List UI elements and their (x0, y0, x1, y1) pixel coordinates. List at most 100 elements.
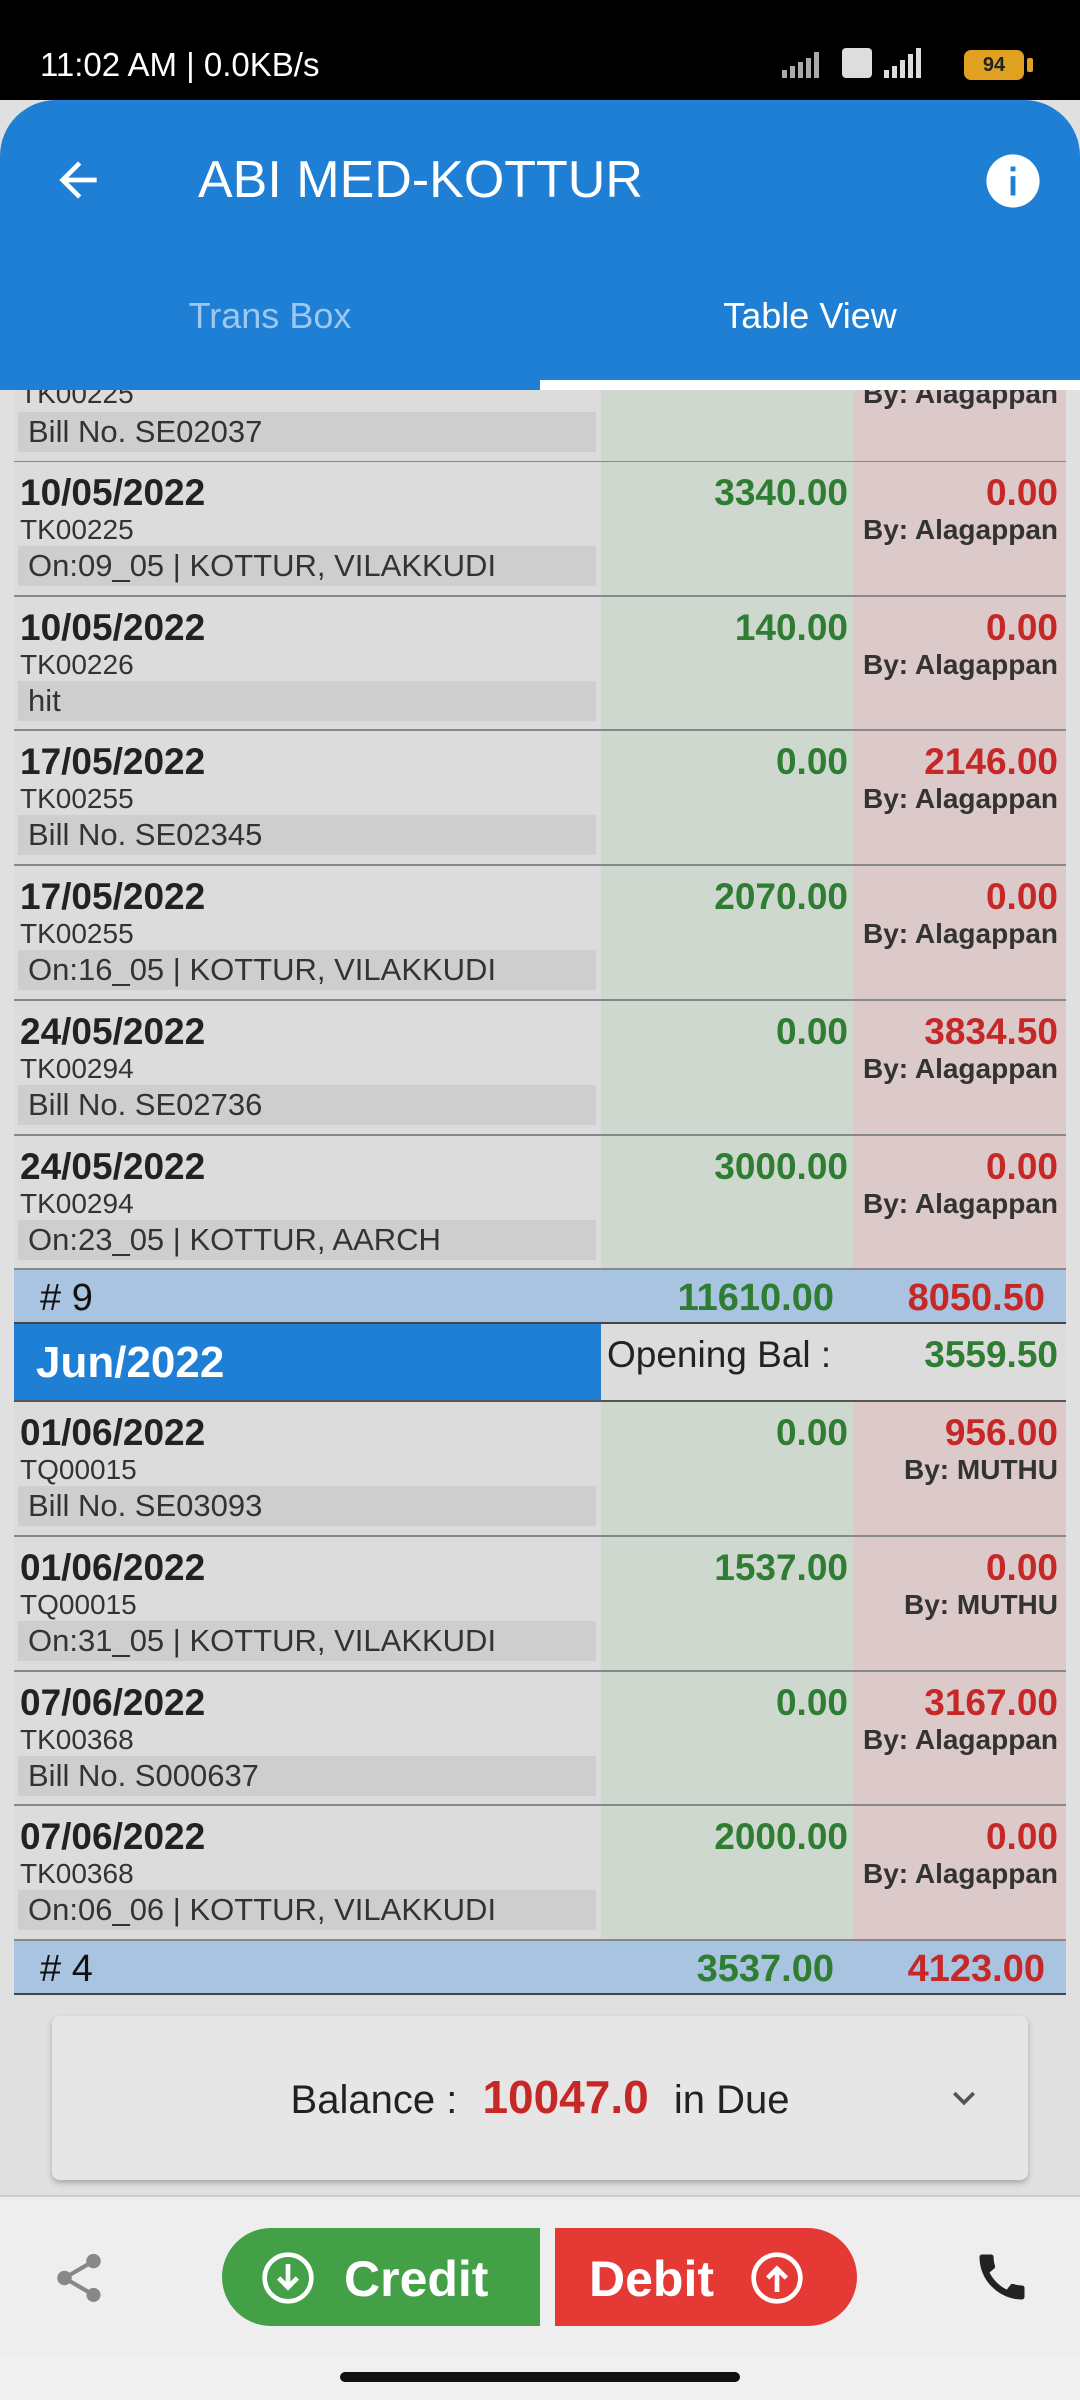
trans-code: TK00225 (20, 390, 134, 409)
call-button[interactable] (972, 2247, 1032, 2307)
credit-amount: 0.00 (775, 1412, 848, 1454)
trans-code: TK00255 (20, 918, 134, 950)
row-divider (14, 729, 1066, 732)
credit-amount: 1537.00 (714, 1546, 848, 1588)
entered-by: By: Alagappan (863, 1052, 1058, 1084)
tab[interactable]: Trans Box (188, 295, 352, 336)
debit-cell-bg (853, 1135, 1066, 1271)
back-button[interactable] (50, 152, 106, 208)
balance-line: Balance : 10047.0 in Due (52, 2070, 1028, 2124)
battery-tip (1027, 58, 1033, 72)
trans-date: 10/05/2022 (20, 472, 206, 513)
note-box: Bill No. S000637 (18, 1755, 596, 1796)
row-divider (14, 1534, 1066, 1537)
trans-date: 01/06/2022 (20, 1412, 206, 1454)
bottom-bar: Credit Debit (0, 2195, 1080, 2355)
credit-cell-bg (601, 390, 853, 462)
note-box: Bill No. SE03093 (18, 1486, 596, 1527)
share-button[interactable] (50, 2249, 108, 2307)
trans-code: TK00368 (20, 1858, 134, 1890)
entered-by: By: Alagappan (863, 1723, 1058, 1755)
note-box: On:23_05 | KOTTUR, AARCH (18, 1219, 596, 1260)
balance-card[interactable]: Balance : 10047.0 in Due (52, 2016, 1028, 2180)
row-divider (14, 998, 1066, 1001)
credit-cell-bg (601, 462, 853, 597)
summary-row (14, 1941, 1066, 1995)
debit-label: Debit (589, 2251, 714, 2307)
row-divider (14, 864, 1066, 867)
credit-cell-bg (601, 1671, 853, 1807)
summary-count: # 4 (40, 1948, 93, 1990)
credit-cell-bg (601, 1135, 853, 1271)
row-divider (14, 1669, 1066, 1672)
trans-code: TK00368 (20, 1723, 134, 1755)
note-box: hit (18, 680, 596, 721)
note-box: Bill No. SE02037 (18, 412, 596, 452)
debit-amount: 0.00 (985, 472, 1058, 513)
tab-indicator (540, 380, 1080, 390)
app-header: ABI MED-KOTTUR Trans Box Table View (0, 100, 1080, 390)
debit-amount: 3167.00 (924, 1681, 1058, 1723)
debit-cell-bg (853, 462, 1066, 597)
debit-cell-bg (853, 866, 1066, 1001)
note-box: Bill No. SE02345 (18, 815, 596, 856)
row-divider (14, 1804, 1066, 1807)
debit-amount: 2146.00 (924, 741, 1058, 783)
summary-debit: 4123.00 (907, 1948, 1045, 1990)
opening-value: 3559.50 (924, 1334, 1058, 1376)
trans-date: 10/05/2022 (20, 606, 206, 648)
tab-active[interactable]: Table View (723, 295, 897, 336)
credit-amount: 0.00 (775, 1010, 848, 1052)
status-time: 11:02 AM | 0.0KB/s (40, 46, 320, 83)
debit-amount: 956.00 (944, 1412, 1058, 1454)
summary-credit: 3537.00 (696, 1948, 834, 1990)
credit-button[interactable]: Credit (222, 2228, 540, 2326)
trans-code: TK00255 (20, 783, 134, 815)
balance-suffix: in Due (673, 2078, 790, 2122)
opening-label: Opening Bal : (607, 1334, 832, 1376)
debit-cell-bg (853, 1671, 1066, 1807)
info-button[interactable] (984, 152, 1042, 210)
home-indicator (340, 2372, 740, 2382)
debit-amount: 3834.50 (924, 1010, 1058, 1052)
credit-cell-bg (601, 1806, 853, 1941)
credit-cell-bg (601, 1402, 853, 1537)
row-divider (14, 1400, 1066, 1403)
trans-code: TK00226 (20, 648, 134, 680)
trans-code: TK00294 (20, 1187, 134, 1219)
debit-cell-bg (853, 596, 1066, 732)
credit-cell-bg (601, 596, 853, 732)
credit-amount: 2000.00 (714, 1816, 848, 1858)
summary-count: # 9 (40, 1277, 93, 1320)
trans-code: TK00294 (20, 1052, 134, 1084)
battery: 94 (964, 50, 1024, 80)
debit-cell-bg (853, 1536, 1066, 1672)
row-divider (14, 1133, 1066, 1136)
credit-amount: 0.00 (775, 741, 848, 783)
debit-amount: 0.00 (985, 1816, 1058, 1858)
row-divider (14, 1268, 1066, 1271)
trans-date: 07/06/2022 (20, 1816, 206, 1858)
note-box: On:31_05 | KOTTUR, VILAKKUDI (18, 1620, 596, 1661)
debit-cell-bg (853, 1402, 1066, 1537)
note-box: Bill No. SE02736 (18, 1084, 596, 1125)
summary-debit: 8050.50 (907, 1277, 1045, 1320)
summary-row (14, 1270, 1066, 1325)
debit-button[interactable]: Debit (555, 2228, 857, 2326)
row-divider (14, 594, 1066, 597)
opening-bg (601, 1324, 1066, 1403)
entered-by: By: Alagappan (863, 390, 1058, 409)
credit-amount: 140.00 (734, 606, 848, 648)
expand-icon[interactable] (942, 2076, 986, 2120)
header-title: ABI MED-KOTTUR (198, 151, 643, 209)
trans-date: 17/05/2022 (20, 876, 206, 918)
note-box: On:16_05 | KOTTUR, VILAKKUDI (18, 950, 596, 991)
debit-amount: 0.00 (985, 1546, 1058, 1588)
note-box: On:09_05 | KOTTUR, VILAKKUDI (18, 546, 596, 586)
trans-date: 24/05/2022 (20, 1145, 206, 1187)
entered-by: By: MUTHU (904, 1454, 1058, 1486)
signal-icons (782, 48, 921, 78)
row-divider (14, 1939, 1066, 1941)
entered-by: By: Alagappan (863, 514, 1058, 545)
summary-credit: 11610.00 (677, 1277, 834, 1320)
